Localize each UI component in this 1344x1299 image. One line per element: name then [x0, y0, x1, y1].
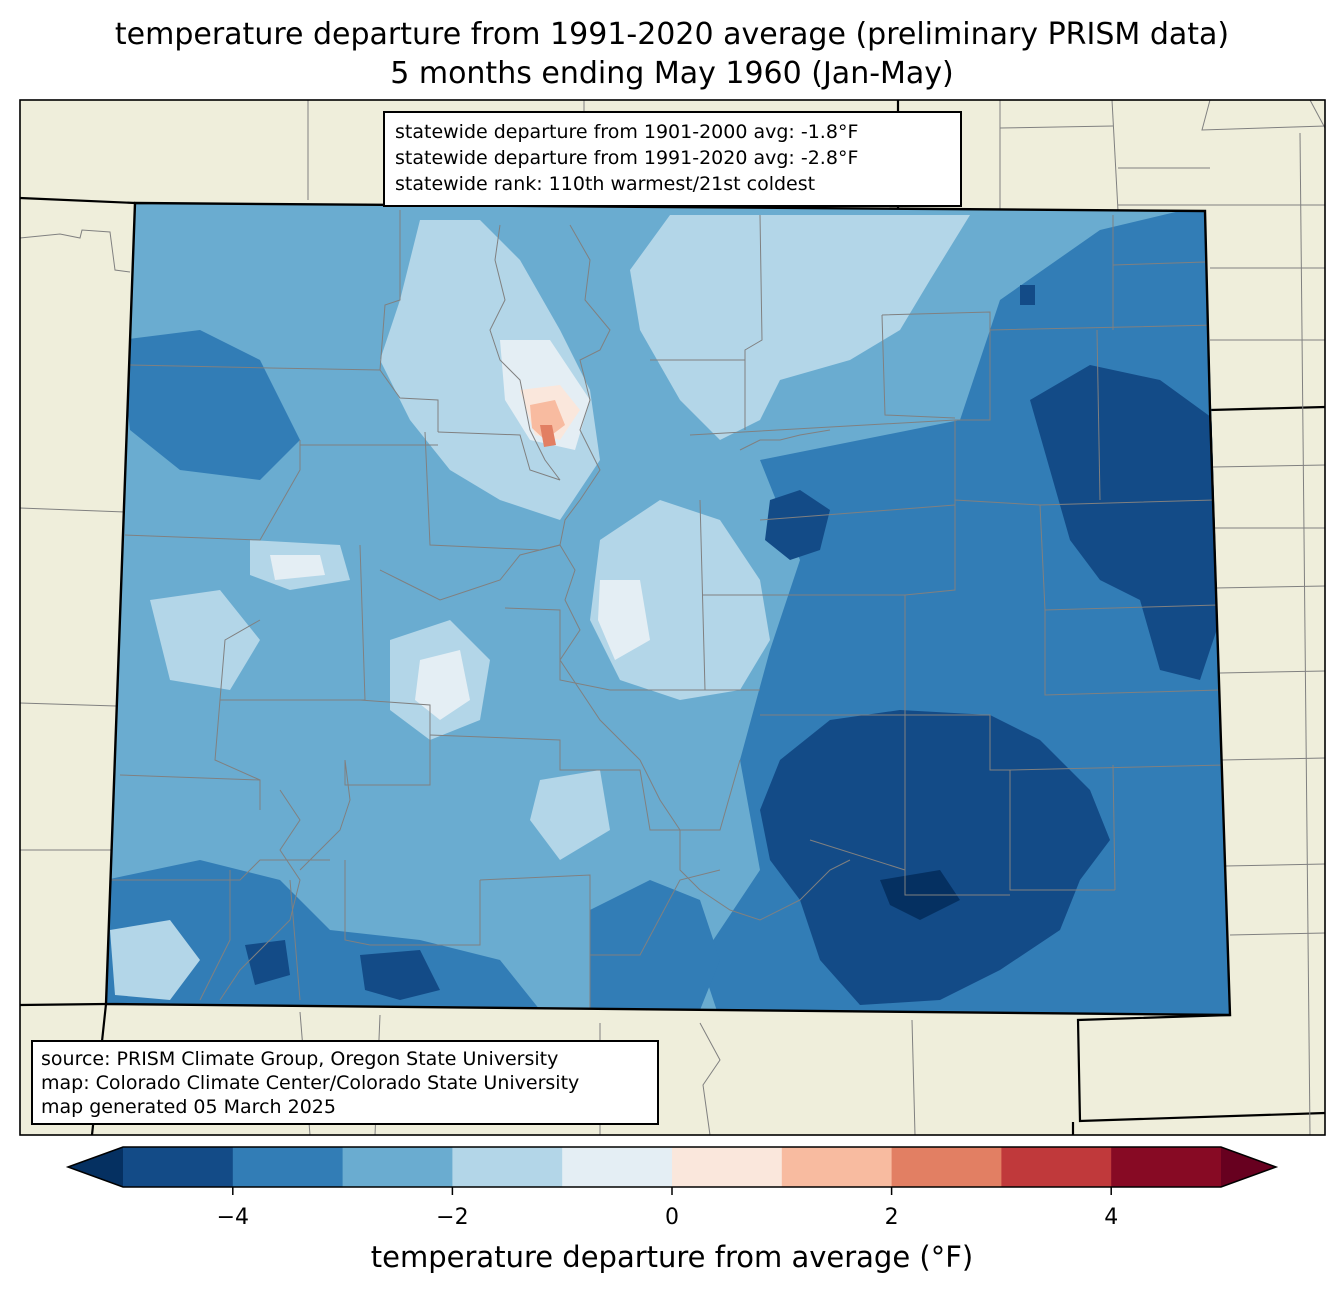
- map-title-line-1: temperature departure from 1991-2020 ave…: [114, 17, 1230, 52]
- colorbar: [65, 1146, 1279, 1195]
- credit-generated-date: map generated 05 March 2025: [41, 1096, 336, 1118]
- colorbar-bin: [232, 1147, 344, 1187]
- wiggly-county-lines: [219, 224, 851, 1001]
- colorbar-tick-label: −4: [216, 1205, 250, 1230]
- county-boundaries: [110, 210, 1226, 1008]
- colorbar-outline: [65, 1146, 1279, 1188]
- colorbar-bin: [452, 1147, 563, 1187]
- colorbar-bin: [891, 1147, 1002, 1187]
- temperature-departure-field: [106, 203, 1230, 1015]
- colorbar-bin: [123, 1147, 234, 1187]
- statewide-stats-box: statewide departure from 1901-2000 avg: …: [383, 111, 962, 207]
- colorbar-bin: [781, 1147, 893, 1187]
- colorbar-extend-min: [68, 1147, 123, 1187]
- colorbar-bin: [1001, 1147, 1112, 1187]
- field-contour-plus1: [530, 400, 565, 440]
- credit-box: source: PRISM Climate Group, Oregon Stat…: [31, 1040, 659, 1125]
- field-contour-minus2-southwest: [110, 920, 200, 1000]
- field-contour-minus4-southwest: [245, 940, 290, 985]
- stats-departure-1901-2000: statewide departure from 1901-2000 avg: …: [395, 121, 859, 143]
- field-contour-minus1-front-range: [598, 580, 650, 660]
- field-contour-minus4-central: [765, 490, 830, 560]
- field-contour-minus2-south: [530, 770, 610, 860]
- colorbar-extend-max: [1221, 1147, 1276, 1187]
- map-frame-border: [19, 99, 1326, 1136]
- field-contour-minus1-west: [270, 555, 325, 580]
- credit-map: map: Colorado Climate Center/Colorado St…: [41, 1072, 580, 1094]
- field-contour-minus4-southwest-2: [360, 950, 440, 1000]
- field-contour-minus4-north: [1020, 285, 1035, 305]
- colorbar-bin: [342, 1147, 453, 1187]
- field-contour-minus2-west: [150, 590, 260, 690]
- field-contour-minus4-east: [1030, 365, 1220, 680]
- colorbar-label: temperature departure from average (°F): [370, 1240, 974, 1274]
- field-contour-minus1-mountains: [415, 650, 470, 720]
- field-contour-minus3-south: [590, 880, 720, 1010]
- field-contour-minus4-southeast: [760, 710, 1110, 1005]
- colorbar-bin: [1111, 1147, 1222, 1187]
- colorbar-tick-label: −2: [436, 1205, 469, 1230]
- colorbar-tick-label: 0: [665, 1205, 679, 1230]
- credit-source: source: PRISM Climate Group, Oregon Stat…: [41, 1048, 559, 1070]
- colorbar-bin: [672, 1147, 783, 1187]
- colorbar-bin: [562, 1147, 673, 1187]
- colorbar-tick-label: 4: [1104, 1205, 1119, 1230]
- field-contour-plus2: [540, 425, 556, 447]
- map-title-line-2: 5 months ending May 1960 (Jan-May): [390, 56, 954, 91]
- colorbar-tick-label: 2: [884, 1205, 899, 1230]
- stats-departure-1991-2020: statewide departure from 1991-2020 avg: …: [395, 147, 859, 169]
- stats-rank: statewide rank: 110th warmest/21st colde…: [395, 173, 816, 195]
- colorado-state-border: [104, 201, 1232, 1017]
- field-contour-minus2-north: [630, 215, 970, 440]
- field-contour-minus2-front-range: [590, 500, 770, 700]
